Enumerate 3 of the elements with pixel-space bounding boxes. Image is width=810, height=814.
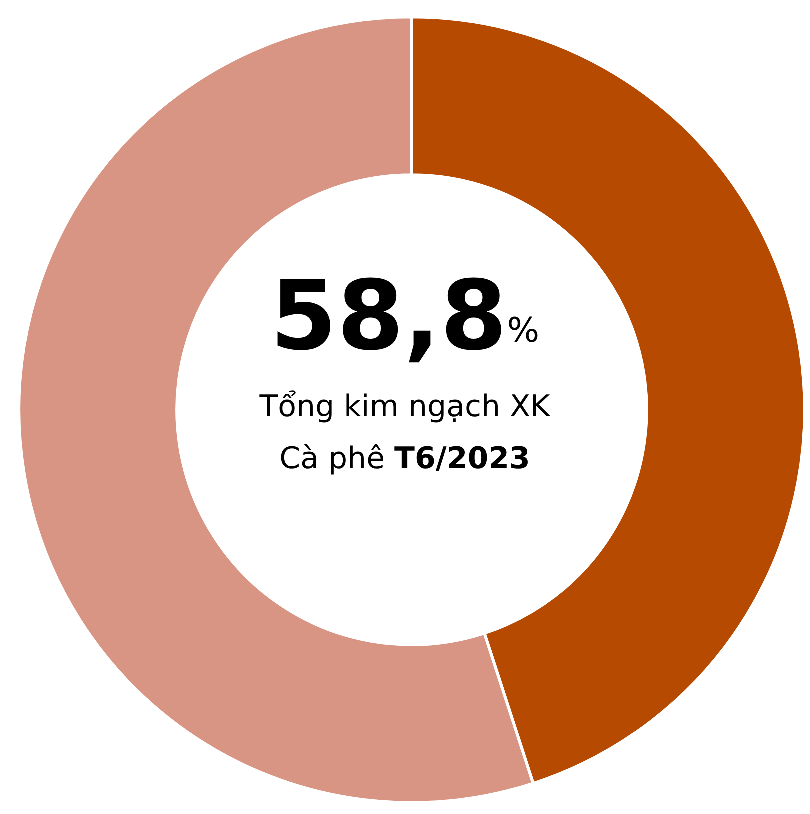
text: 58,8% xyxy=(270,260,540,372)
text: Cà phê T6/2023 xyxy=(280,442,530,476)
text: Tổng kim ngạch XK xyxy=(258,390,552,424)
